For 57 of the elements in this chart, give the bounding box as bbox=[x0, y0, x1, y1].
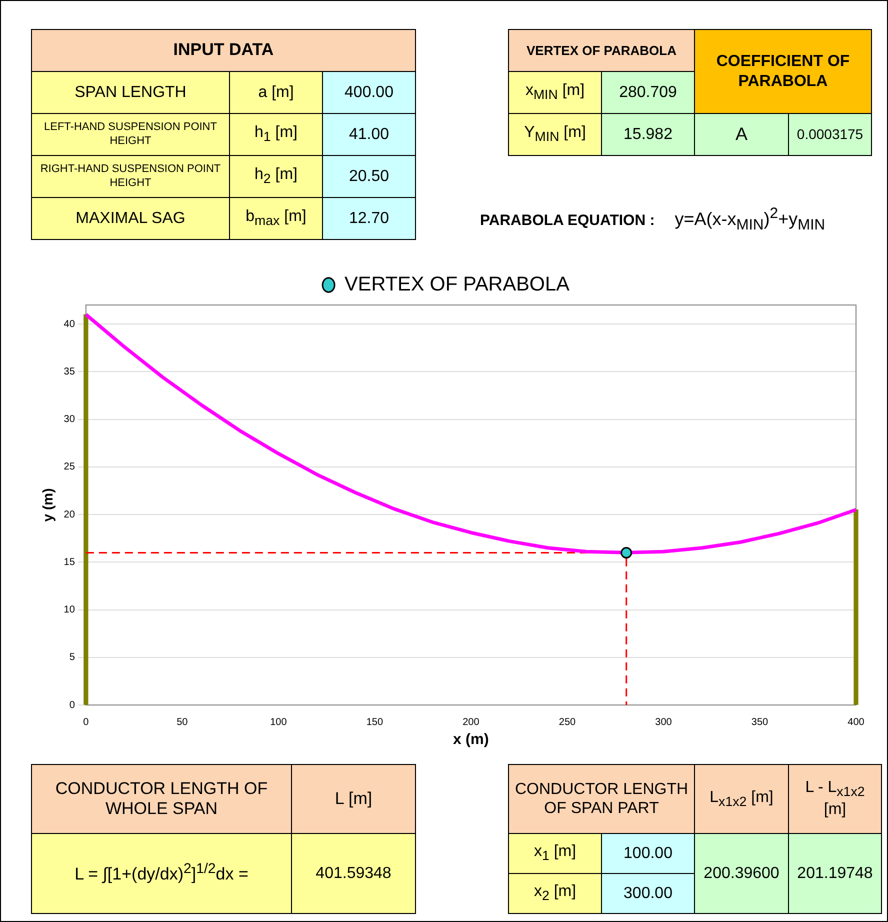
text: 20.50 bbox=[322, 156, 416, 198]
text: MAXIMAL SAG bbox=[32, 198, 230, 240]
text: x$_{2}$ [m] bbox=[508, 874, 602, 914]
y-tick-label: 5 bbox=[69, 652, 76, 664]
text: 200.39600 bbox=[694, 834, 788, 914]
y-tick-label: 35 bbox=[64, 366, 76, 378]
y-tick-label: 25 bbox=[64, 462, 76, 473]
x-tick-label: 200 bbox=[462, 716, 480, 728]
text: 280.709 bbox=[602, 72, 694, 114]
text: x$_{1}$ [m] bbox=[508, 834, 602, 874]
text: 300.00 bbox=[602, 874, 694, 914]
x-tick-label: 350 bbox=[751, 716, 769, 728]
text: LEFT-HAND SUSPENSION POINT HEIGHT bbox=[32, 114, 230, 156]
legend-label: VERTEX OF PARABOLA bbox=[344, 274, 570, 296]
y-axis-title: y (m) bbox=[39, 488, 56, 522]
text: L = ∫[1+(dy/dx)$^{2}$]$^{1/2}$dx = bbox=[32, 834, 292, 914]
text: x$_{MIN}$ [m] bbox=[508, 72, 602, 114]
text: PARABOLA EQUATION : bbox=[480, 212, 655, 229]
text: L$_{x1x2}$ [m] bbox=[694, 764, 788, 834]
text: h$_{2}$ [m] bbox=[230, 156, 322, 198]
y-tick-label: 20 bbox=[64, 509, 76, 520]
y-tick-label: 40 bbox=[64, 318, 76, 330]
text: A bbox=[694, 114, 788, 156]
x-tick-label: 150 bbox=[366, 716, 384, 728]
text: L - L$_{x1x2}$ [m] bbox=[788, 764, 882, 834]
y-tick-label: 30 bbox=[64, 414, 76, 426]
text: L [m] bbox=[292, 764, 416, 834]
x-tick-label: 400 bbox=[848, 716, 865, 728]
text: CONDUCTOR LENGTH OF SPAN PART bbox=[508, 764, 694, 834]
x-tick-label: 300 bbox=[655, 716, 672, 728]
x-axis-title: x (m) bbox=[453, 731, 489, 748]
text: a [m] bbox=[230, 72, 322, 114]
text: y=A(x-x$_{MIN}$)$^{2}$+y$_{MIN}$ bbox=[674, 205, 826, 234]
text: 41.00 bbox=[322, 114, 416, 156]
text: VERTEX OF PARABOLA bbox=[508, 30, 694, 72]
text: 201.19748 bbox=[788, 834, 882, 914]
x-tick-label: 0 bbox=[83, 716, 90, 728]
x-tick-label: 50 bbox=[176, 716, 188, 728]
text: COEFFICIENT OF PARABOLA bbox=[694, 30, 872, 114]
y-tick-label: 0 bbox=[69, 700, 76, 711]
text: 401.59348 bbox=[292, 834, 416, 914]
y-tick-label: 15 bbox=[64, 556, 76, 568]
text: 400.00 bbox=[322, 72, 416, 114]
y-tick-label: 10 bbox=[64, 604, 76, 616]
text: b$_{max}$ [m] bbox=[230, 198, 322, 240]
text: RIGHT-HAND SUSPENSION POINT HEIGHT bbox=[32, 156, 230, 198]
x-tick-label: 100 bbox=[270, 716, 288, 728]
text: Y$_{MIN}$ [m] bbox=[508, 114, 602, 156]
x-tick-label: 250 bbox=[558, 716, 576, 728]
text: 12.70 bbox=[322, 198, 416, 240]
text: 0.0003175 bbox=[788, 114, 872, 156]
text: 100.00 bbox=[602, 834, 694, 874]
text: h$_{1}$ [m] bbox=[230, 114, 322, 156]
text: 15.982 bbox=[602, 114, 694, 156]
text: INPUT DATA bbox=[32, 30, 416, 72]
text: CONDUCTOR LENGTH OF WHOLE SPAN bbox=[32, 764, 292, 834]
text: SPAN LENGTH bbox=[32, 72, 230, 114]
